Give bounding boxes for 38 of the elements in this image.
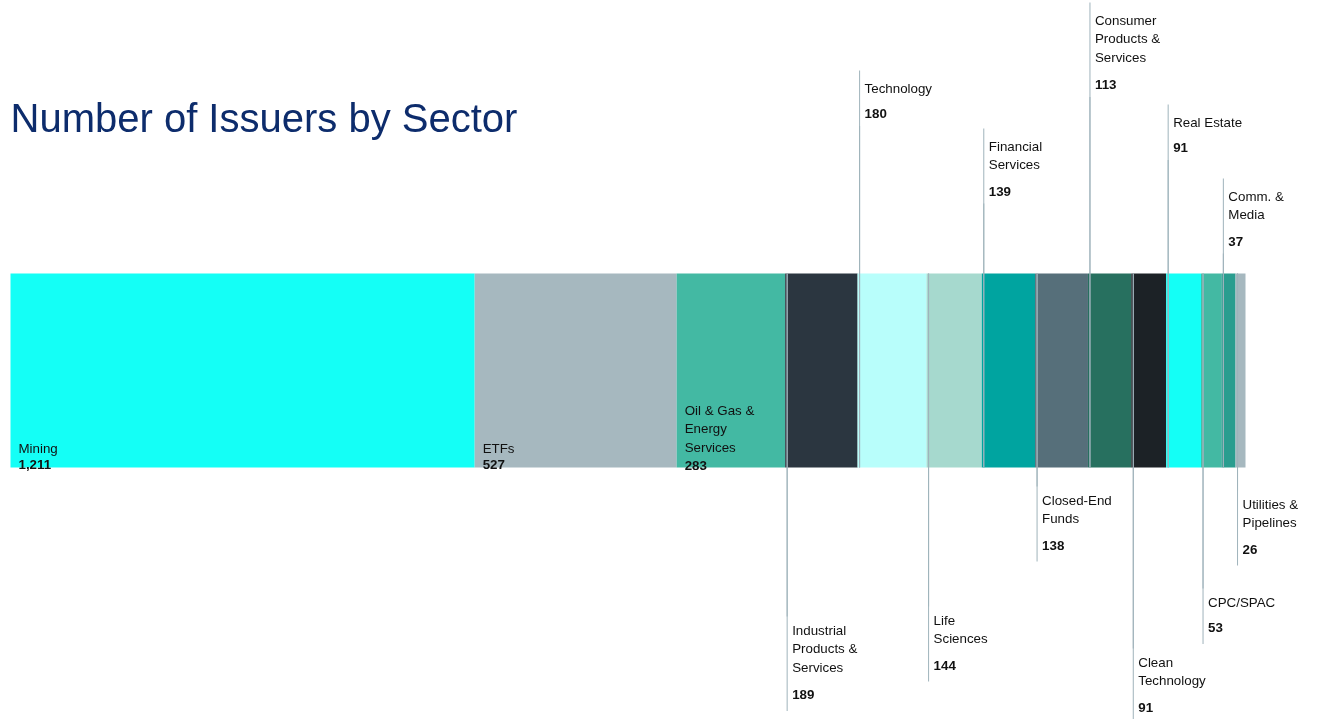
bar (474, 273, 677, 468)
text: Consumer Products & Services (1094, 12, 1161, 65)
data-label: 139 (988, 183, 1012, 199)
data-label: 91 (1138, 699, 1154, 715)
text: CPC/SPAC (1208, 594, 1276, 610)
text: Financial Services (988, 138, 1043, 173)
bar (1166, 273, 1202, 468)
bar (857, 273, 927, 468)
data-label: 26 (1242, 541, 1258, 557)
data-label: 138 (1042, 537, 1065, 553)
bar (1221, 273, 1236, 468)
data-label: 91 (1173, 140, 1189, 155)
data-label: 113 (1094, 77, 1117, 92)
text: Utilities & Pipelines (1242, 496, 1299, 531)
text: Life Sciences (933, 612, 989, 647)
data-label: 53 (1208, 620, 1223, 635)
bar (785, 273, 858, 468)
text: Comm. & Media (1228, 188, 1284, 223)
data-label: 189 (792, 687, 815, 702)
series-label: ETFs (482, 440, 515, 456)
series-label: Closed-End Funds (1042, 492, 1112, 527)
data-label: 180 (864, 106, 887, 121)
series-label: Mining (18, 440, 58, 456)
bar (1087, 273, 1132, 468)
bar (1131, 273, 1167, 468)
data-label: 37 (1228, 233, 1244, 249)
bar (926, 273, 982, 468)
bar (981, 273, 1036, 468)
data-label: 527 (482, 457, 505, 472)
bar (1035, 273, 1088, 468)
chart-title: Number of Issuers by Sector (10, 95, 518, 140)
text: Technology (864, 80, 933, 96)
text: Real Estate (1173, 114, 1243, 130)
series-label: Oil & Gas & Energy Services (684, 402, 755, 455)
text: Clean Technology (1138, 654, 1207, 689)
data-label: 144 (933, 657, 957, 673)
text: Industrial Products & Services (792, 622, 858, 675)
bar (676, 273, 786, 468)
